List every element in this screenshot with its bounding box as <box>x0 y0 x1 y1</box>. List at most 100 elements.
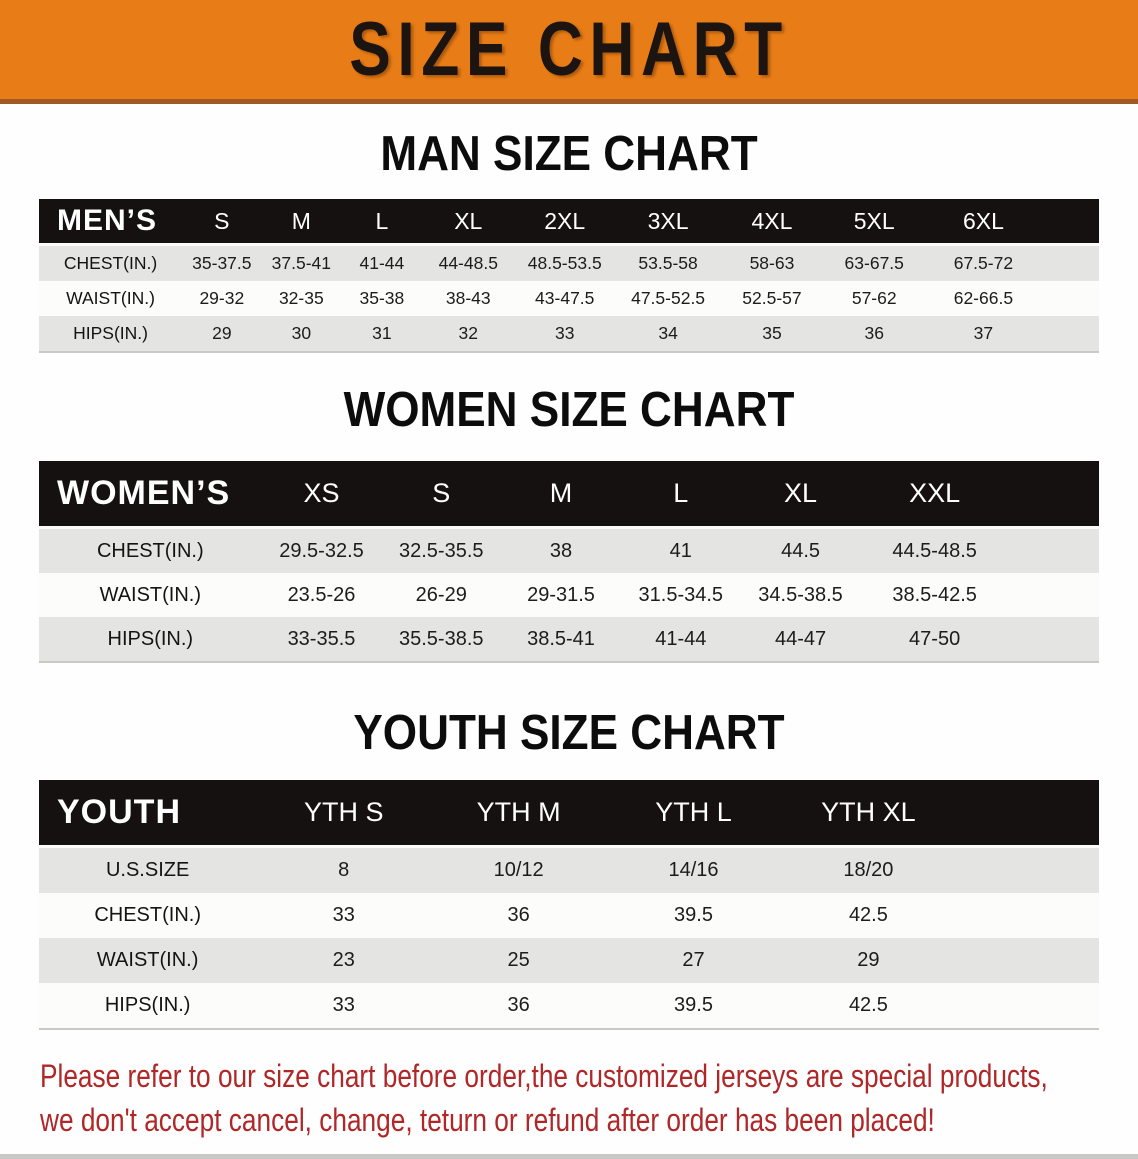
man-section-heading: MAN SIZE CHART <box>380 127 758 181</box>
women-value-cell: 41-44 <box>620 617 741 662</box>
men-value-cell: 47.5-52.5 <box>615 281 721 316</box>
women-size-column-header: XXL <box>860 461 1009 528</box>
men-value-cell: 35 <box>720 316 824 352</box>
men-size-column-header: XL <box>422 199 514 245</box>
youth-value-cell: 36 <box>431 893 607 938</box>
filler-cell <box>1008 526 1099 573</box>
filler-cell <box>1008 573 1099 617</box>
men-row-label: HIPS(IN.) <box>39 316 183 352</box>
men-value-cell: 41-44 <box>341 243 423 281</box>
men-size-column-header: 2XL <box>513 199 616 245</box>
youth-value-cell: 33 <box>256 983 432 1029</box>
youth-size-column-header: YTH L <box>606 780 781 847</box>
youth-value-cell: 42.5 <box>780 893 956 938</box>
filler-cell <box>955 983 1099 1029</box>
men-table-row: HIPS(IN.) 29 30 31 32 33 34 35 36 37 <box>39 316 1099 352</box>
youth-value-cell: 27 <box>606 938 781 983</box>
men-size-column-header: M <box>261 199 342 245</box>
filler-cell <box>955 780 1099 847</box>
women-size-column-header: L <box>620 461 741 528</box>
women-row-label: HIPS(IN.) <box>39 617 262 662</box>
youth-section-heading: YOUTH SIZE CHART <box>353 706 785 760</box>
women-table-row: CHEST(IN.) 29.5-32.5 32.5-35.5 38 41 44.5 44.5… <box>39 526 1099 573</box>
men-value-cell: 37 <box>925 316 1042 352</box>
youth-row-label: U.S.SIZE <box>39 845 257 893</box>
youth-value-cell: 25 <box>431 938 607 983</box>
bottom-edge-line <box>0 1154 1138 1159</box>
women-row-label: WAIST(IN.) <box>39 573 262 617</box>
men-value-cell: 31 <box>341 316 423 352</box>
men-value-cell: 62-66.5 <box>925 281 1042 316</box>
banner-title: SIZE CHART <box>349 7 789 92</box>
disclaimer-line-1: Please refer to our size chart before or… <box>40 1058 1048 1094</box>
men-row-label: CHEST(IN.) <box>39 243 183 281</box>
youth-value-cell: 42.5 <box>780 983 956 1029</box>
men-size-table: MEN’S S M L XL 2XL 3XL 4XL 5XL 6XL CHEST(IN.) 35-37… <box>39 199 1099 353</box>
women-value-cell: 41 <box>620 526 741 573</box>
women-value-cell: 29-31.5 <box>501 573 621 617</box>
youth-table-row: WAIST(IN.) 23 25 27 29 <box>39 938 1099 983</box>
youth-value-cell: 23 <box>256 938 432 983</box>
men-value-cell: 38-43 <box>422 281 514 316</box>
women-value-cell: 38 <box>501 526 621 573</box>
youth-table-row: CHEST(IN.) 33 36 39.5 42.5 <box>39 893 1099 938</box>
youth-value-cell: 39.5 <box>606 983 781 1029</box>
men-value-cell: 34 <box>615 316 721 352</box>
women-size-table: WOMEN’S XS S M L XL XXL CHEST(IN.) 29.5-32.5 32.5… <box>39 461 1099 663</box>
youth-row-label: HIPS(IN.) <box>39 983 257 1029</box>
men-size-column-header: L <box>341 199 423 245</box>
youth-size-column-header: YTH M <box>431 780 607 847</box>
youth-table-row: HIPS(IN.) 33 36 39.5 42.5 <box>39 983 1099 1029</box>
youth-header-row: YOUTH YTH S YTH M YTH L YTH XL <box>39 780 1099 847</box>
men-value-cell: 63-67.5 <box>823 243 926 281</box>
filler-cell <box>955 893 1099 938</box>
men-value-cell: 33 <box>513 316 616 352</box>
men-value-cell: 32-35 <box>261 281 342 316</box>
men-value-cell: 32 <box>422 316 514 352</box>
men-value-cell: 58-63 <box>720 243 824 281</box>
youth-value-cell: 39.5 <box>606 893 781 938</box>
women-section-heading: WOMEN SIZE CHART <box>343 383 795 437</box>
women-size-column-header: M <box>501 461 621 528</box>
men-size-column-header: 3XL <box>615 199 721 245</box>
men-size-column-header: 6XL <box>925 199 1042 245</box>
men-value-cell: 52.5-57 <box>720 281 824 316</box>
youth-row-label: CHEST(IN.) <box>39 893 257 938</box>
men-header-row: MEN’S S M L XL 2XL 3XL 4XL 5XL 6XL <box>39 199 1099 245</box>
women-value-cell: 29.5-32.5 <box>261 526 382 573</box>
filler-cell <box>1008 617 1099 662</box>
men-value-cell: 67.5-72 <box>925 243 1042 281</box>
youth-row-label: WAIST(IN.) <box>39 938 257 983</box>
filler-cell <box>1041 243 1099 281</box>
youth-value-cell: 10/12 <box>431 845 607 893</box>
women-row-label: CHEST(IN.) <box>39 526 262 573</box>
women-size-column-header: S <box>381 461 502 528</box>
women-value-cell: 44.5 <box>740 526 861 573</box>
women-value-cell: 23.5-26 <box>261 573 382 617</box>
women-table-row: HIPS(IN.) 33-35.5 35.5-38.5 38.5-41 41-44 44-… <box>39 617 1099 662</box>
men-value-cell: 48.5-53.5 <box>513 243 616 281</box>
filler-cell <box>1041 281 1099 316</box>
women-value-cell: 38.5-41 <box>501 617 621 662</box>
men-table-label: MEN’S <box>39 199 183 245</box>
youth-value-cell: 8 <box>256 845 432 893</box>
youth-value-cell: 33 <box>256 893 432 938</box>
men-value-cell: 53.5-58 <box>615 243 721 281</box>
women-value-cell: 35.5-38.5 <box>381 617 502 662</box>
women-value-cell: 33-35.5 <box>261 617 382 662</box>
youth-table-row: U.S.SIZE 8 10/12 14/16 18/20 <box>39 845 1099 893</box>
filler-cell <box>1041 316 1099 352</box>
women-value-cell: 26-29 <box>381 573 502 617</box>
filler-cell <box>1008 461 1099 528</box>
men-row-label: WAIST(IN.) <box>39 281 183 316</box>
men-value-cell: 29-32 <box>182 281 262 316</box>
disclaimer-note: Please refer to our size chart before or… <box>40 1054 1138 1142</box>
men-value-cell: 37.5-41 <box>261 243 342 281</box>
women-value-cell: 38.5-42.5 <box>860 573 1009 617</box>
men-value-cell: 30 <box>261 316 342 352</box>
women-value-cell: 32.5-35.5 <box>381 526 502 573</box>
filler-cell <box>1041 199 1099 245</box>
youth-value-cell: 14/16 <box>606 845 781 893</box>
youth-table-label: YOUTH <box>39 780 257 847</box>
women-table-label: WOMEN’S <box>39 461 262 528</box>
